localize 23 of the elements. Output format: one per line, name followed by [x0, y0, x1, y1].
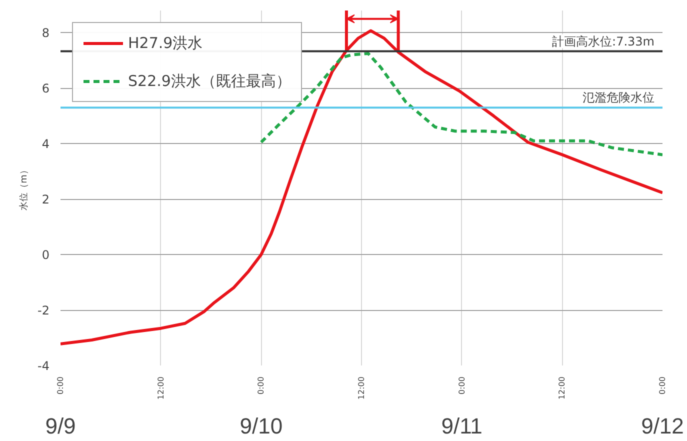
- y-tick-label: 6: [42, 82, 50, 96]
- x2-tick-label: 9/9: [45, 414, 76, 438]
- ref-line-label: 氾濫危険水位: [582, 90, 654, 105]
- y-tick-label: 4: [42, 137, 50, 152]
- y-tick-label: 0: [42, 248, 50, 262]
- y-tick-label: -4: [38, 359, 50, 373]
- x-tick-label: 0:00: [457, 376, 466, 394]
- x-tick-label: 0:00: [56, 376, 65, 394]
- x2-tick-label: 9/12: [641, 414, 684, 438]
- y-tick-label: 8: [42, 26, 50, 40]
- y-tick-label: 2: [42, 192, 50, 207]
- x-tick-label: 12:00: [558, 376, 567, 400]
- x2-tick-label: 9/11: [441, 414, 482, 438]
- x2-tick-label: 9/10: [240, 414, 283, 438]
- x-tick-label: 12:00: [156, 376, 166, 400]
- legend-label: H27.9洪水: [128, 34, 203, 52]
- ref-line-label: 計画高水位:7.33m: [552, 34, 654, 48]
- x-tick-label: 12:00: [357, 376, 366, 400]
- x-tick-label: 0:00: [658, 376, 667, 394]
- legend-label: S22.9洪水（既往最高）: [128, 72, 291, 90]
- y-axis-title: 水位（m）: [18, 166, 30, 210]
- x-tick-label: 0:00: [256, 376, 266, 394]
- y-tick-label: -2: [38, 304, 50, 318]
